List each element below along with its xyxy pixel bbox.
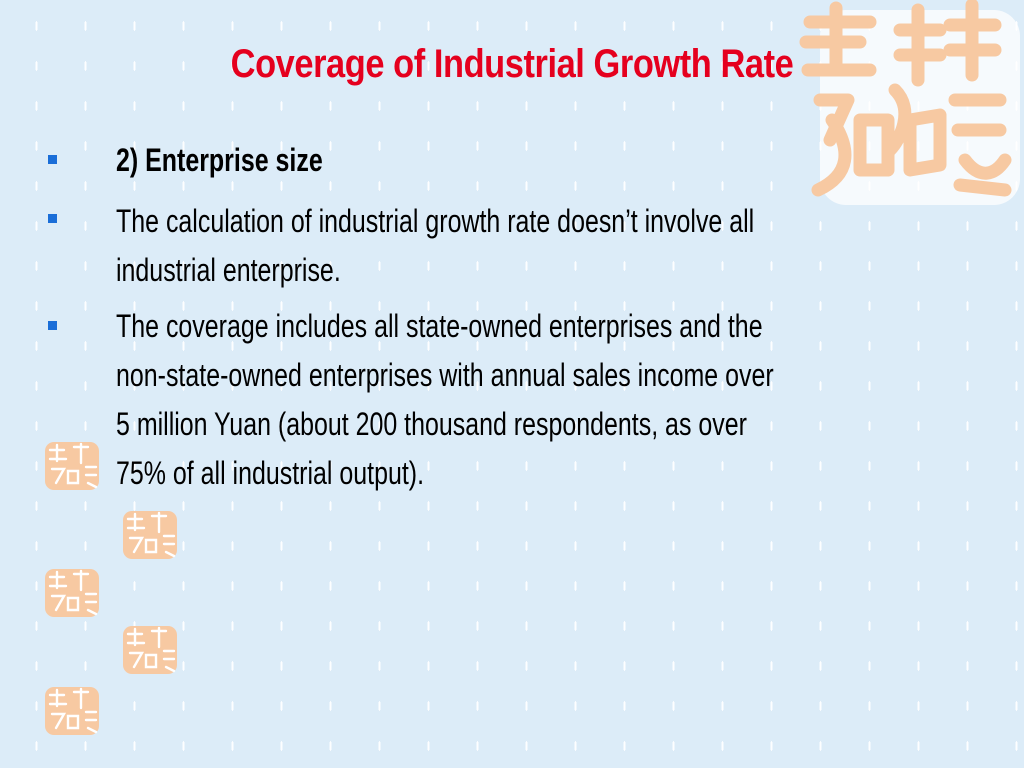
bullet-line: industrial enterprise. — [116, 252, 341, 288]
bullet-text: The calculation of industrial growth rat… — [116, 197, 990, 295]
bullet-line: 5 million Yuan (about 200 thousand respo… — [116, 406, 747, 442]
seal-icon — [45, 569, 99, 617]
bullet-line: 2) Enterprise size — [116, 142, 323, 178]
slide-title: Coverage of Industrial Growth Rate — [230, 42, 794, 86]
seal-icon — [799, 0, 1020, 205]
bullet-square-icon — [48, 321, 57, 330]
bullet-line: The coverage includes all state-owned en… — [116, 308, 763, 344]
bullet-square-icon — [48, 155, 57, 164]
seal-icon — [123, 511, 177, 559]
seal-icon — [45, 442, 99, 490]
bullet-line: non-state-owned enterprises with annual … — [116, 357, 774, 393]
bullet-text: 2) Enterprise size — [116, 136, 990, 185]
seal-icon — [123, 626, 177, 674]
bullet-square-icon — [48, 214, 57, 223]
bullet-line: 75% of all industrial output). — [116, 455, 425, 491]
bullet-text: The coverage includes all state-owned en… — [116, 302, 990, 498]
seal-icon — [45, 687, 99, 735]
bullet-line: The calculation of industrial growth rat… — [116, 203, 755, 239]
